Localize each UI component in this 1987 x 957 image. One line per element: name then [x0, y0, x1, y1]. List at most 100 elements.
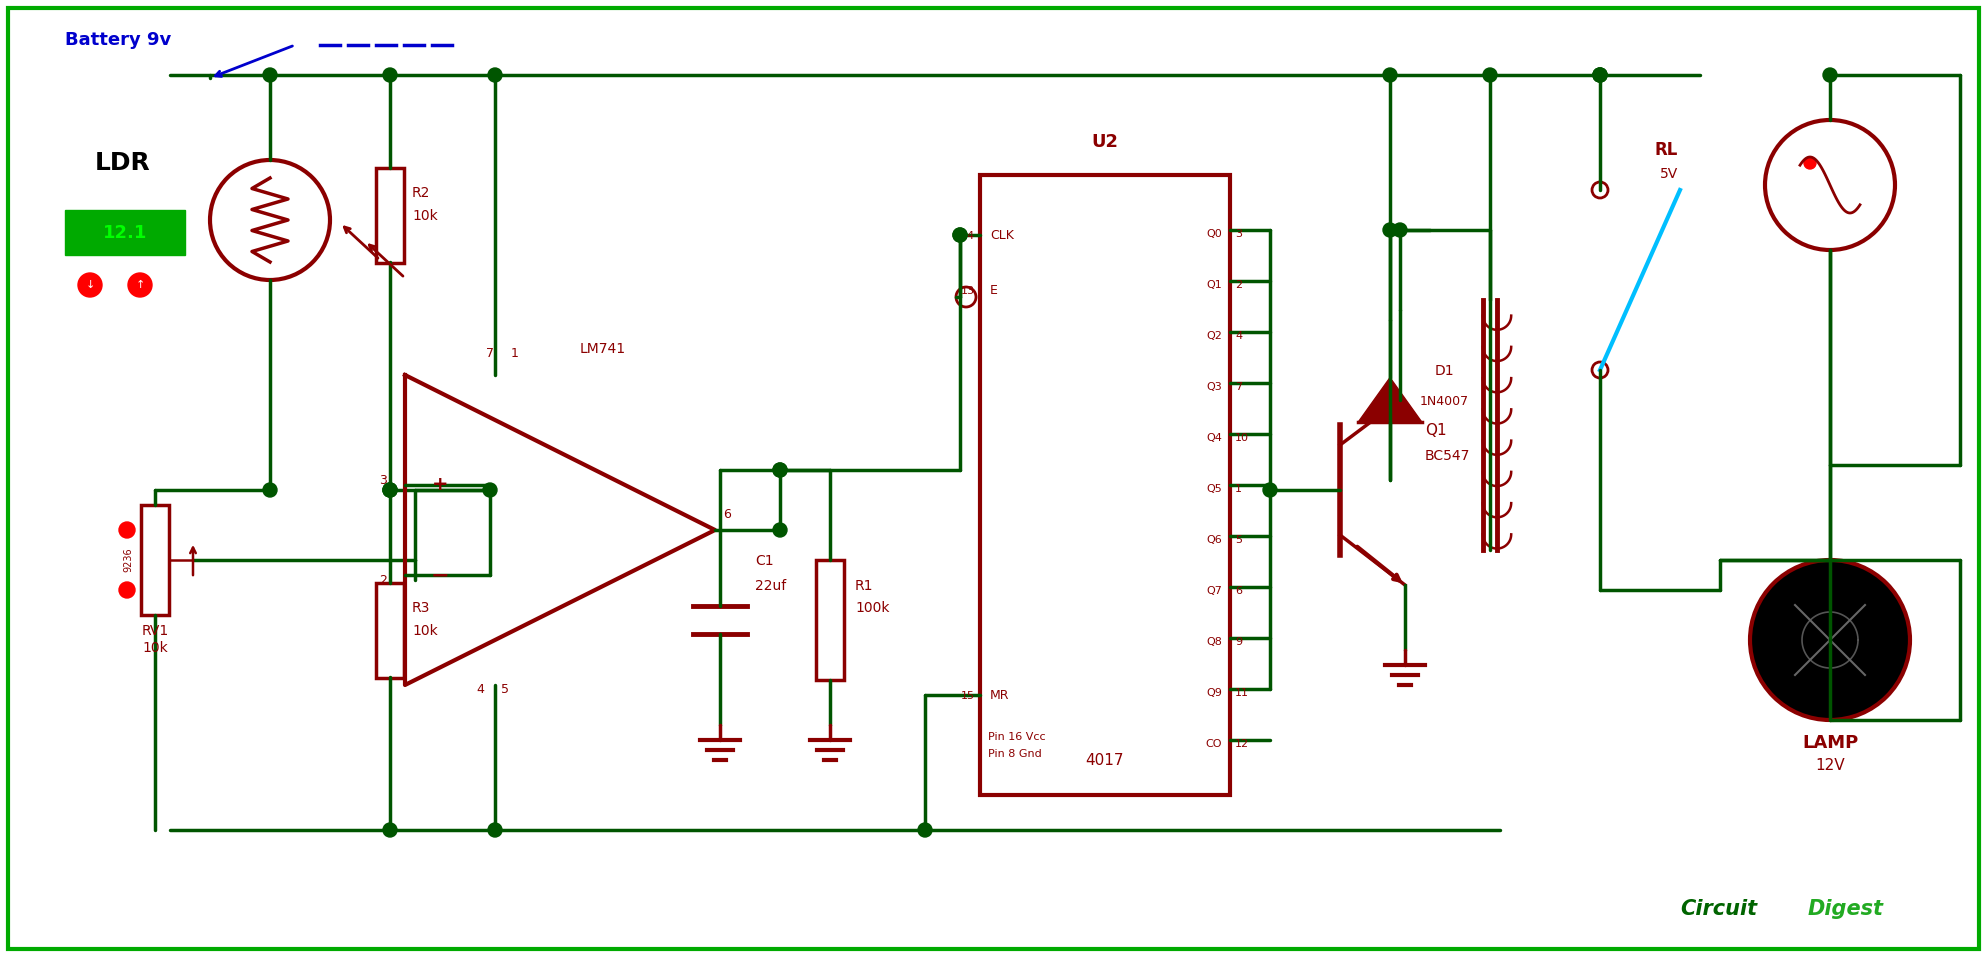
Text: 7: 7 [487, 347, 495, 360]
Text: D1: D1 [1435, 364, 1454, 378]
Circle shape [489, 823, 503, 837]
Text: Pin 16 Vcc: Pin 16 Vcc [988, 732, 1045, 742]
Circle shape [954, 228, 968, 242]
Text: Digest: Digest [1808, 899, 1884, 919]
Text: 13: 13 [962, 286, 976, 296]
Text: Q2: Q2 [1206, 331, 1222, 341]
Bar [141, 505, 169, 615]
Text: Battery 9v: Battery 9v [66, 31, 171, 49]
Circle shape [119, 582, 135, 598]
Text: 3: 3 [380, 474, 387, 486]
Text: 12.1: 12.1 [103, 224, 147, 242]
Text: 1: 1 [511, 347, 519, 360]
Bar [66, 210, 185, 255]
Circle shape [119, 522, 135, 538]
Text: 3: 3 [1236, 229, 1242, 239]
Text: −: − [431, 565, 449, 585]
Text: 9: 9 [1236, 637, 1242, 647]
Circle shape [773, 523, 787, 537]
Text: Q5: Q5 [1206, 484, 1222, 494]
Text: 11: 11 [1236, 688, 1250, 698]
Circle shape [954, 228, 968, 242]
Text: Q0: Q0 [1206, 229, 1222, 239]
Text: 5: 5 [501, 683, 509, 696]
Text: E: E [990, 284, 997, 297]
Text: 5: 5 [1236, 535, 1242, 545]
Text: Q3: Q3 [1206, 382, 1222, 392]
Text: Q1: Q1 [1425, 423, 1447, 438]
Circle shape [1594, 68, 1607, 82]
Circle shape [383, 483, 397, 497]
Text: R2: R2 [411, 186, 431, 200]
Circle shape [383, 483, 397, 497]
Circle shape [262, 483, 276, 497]
Text: 6: 6 [1236, 586, 1242, 596]
Bar [817, 560, 844, 680]
Text: Q9: Q9 [1206, 688, 1222, 698]
Circle shape [773, 463, 787, 477]
Text: ↑: ↑ [135, 280, 145, 290]
Circle shape [1594, 68, 1607, 82]
Circle shape [1822, 68, 1838, 82]
Text: LDR: LDR [95, 151, 151, 175]
Text: 12: 12 [1236, 739, 1250, 749]
Text: ↓: ↓ [85, 280, 95, 290]
Text: R1: R1 [854, 579, 874, 593]
Text: LM741: LM741 [580, 342, 626, 356]
Circle shape [1383, 68, 1397, 82]
Polygon shape [1357, 378, 1423, 422]
Text: U2: U2 [1091, 133, 1119, 151]
Circle shape [383, 483, 397, 497]
Bar [980, 175, 1230, 795]
Text: 22uf: 22uf [755, 579, 787, 593]
Text: MR: MR [990, 689, 1009, 702]
Text: LAMP: LAMP [1802, 734, 1858, 752]
Circle shape [773, 463, 787, 477]
Text: 1: 1 [1236, 484, 1242, 494]
Text: 9236: 9236 [123, 547, 133, 572]
Text: CO: CO [1206, 739, 1222, 749]
Text: R3: R3 [411, 601, 431, 615]
Text: 14: 14 [962, 231, 976, 241]
Text: Q7: Q7 [1206, 586, 1222, 596]
Text: 12V: 12V [1816, 758, 1844, 773]
Text: 10k: 10k [411, 624, 437, 638]
Text: 4: 4 [477, 683, 485, 696]
Circle shape [77, 273, 101, 297]
Text: C1: C1 [755, 554, 773, 568]
Text: 10k: 10k [411, 209, 437, 223]
Circle shape [127, 273, 151, 297]
Text: Q8: Q8 [1206, 637, 1222, 647]
Text: RV1: RV1 [141, 624, 169, 638]
Text: 1N4007: 1N4007 [1421, 395, 1468, 408]
Text: CLK: CLK [990, 229, 1013, 242]
Circle shape [918, 823, 932, 837]
Text: Pin 8 Gnd: Pin 8 Gnd [988, 749, 1041, 759]
Circle shape [483, 483, 497, 497]
Text: 6: 6 [723, 508, 731, 522]
Text: Circuit: Circuit [1679, 899, 1757, 919]
Text: 10: 10 [1236, 433, 1250, 443]
Circle shape [383, 68, 397, 82]
Text: 5V: 5V [1659, 167, 1679, 181]
Bar [376, 168, 403, 263]
Text: 4: 4 [1236, 331, 1242, 341]
Circle shape [1264, 483, 1278, 497]
Circle shape [1482, 68, 1496, 82]
Circle shape [383, 823, 397, 837]
Text: 2: 2 [380, 573, 387, 587]
Text: 7: 7 [1236, 382, 1242, 392]
Bar [376, 583, 403, 678]
Circle shape [1594, 68, 1607, 82]
Circle shape [1751, 560, 1910, 720]
Text: 10k: 10k [143, 641, 167, 655]
Text: Q1: Q1 [1206, 280, 1222, 290]
Text: RL: RL [1655, 141, 1679, 159]
Text: 15: 15 [962, 691, 976, 701]
Text: BC547: BC547 [1425, 449, 1470, 463]
Text: Q4: Q4 [1206, 433, 1222, 443]
Circle shape [1383, 223, 1397, 237]
Text: 4017: 4017 [1085, 753, 1125, 768]
Text: Q6: Q6 [1206, 535, 1222, 545]
Text: +: + [431, 476, 449, 495]
